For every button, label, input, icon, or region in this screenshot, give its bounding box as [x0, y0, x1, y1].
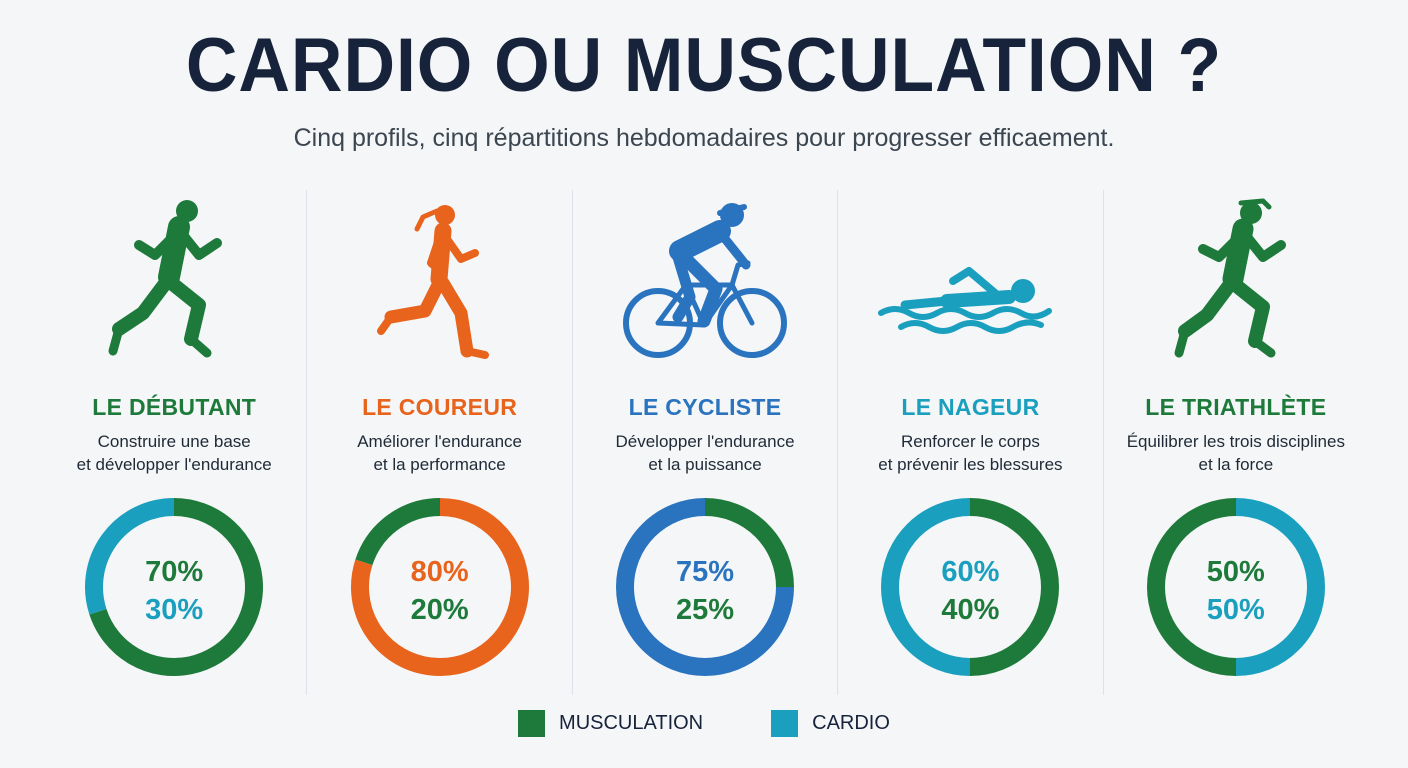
donut-chart: 50% 50% — [1145, 496, 1327, 678]
percent-top: 50% — [1206, 556, 1265, 588]
percent-top: 70% — [145, 556, 204, 588]
donut-slice-cardio — [1235, 498, 1325, 676]
donut-slice-musculation — [704, 498, 795, 588]
page-subtitle: Cinq profils, cinq répartitions hebdomad… — [293, 124, 1115, 152]
percent-bottom: 20% — [410, 594, 469, 626]
donut-chart: 75% 25% — [614, 496, 796, 678]
profile-card-nageur: LE NAGEUR Renforcer le corps et prévenir… — [837, 190, 1102, 695]
cyclist-icon — [623, 202, 788, 358]
percent-bottom: 40% — [941, 594, 1000, 626]
chart-legend: MUSCULATION CARDIO — [0, 710, 1408, 737]
legend-label: MUSCULATION — [559, 712, 704, 734]
percent-bottom: 30% — [145, 594, 204, 626]
donut-slice-musculation — [89, 498, 264, 676]
profile-name: LE COUREUR — [362, 394, 518, 420]
donut-slice-cardio — [616, 498, 795, 676]
profile-name: LE TRIATHLÈTE — [1145, 394, 1327, 420]
profile-description: Améliorer l'endurance et la performance — [357, 432, 523, 474]
percent-top: 75% — [675, 556, 735, 588]
donut-slice-musculation — [354, 498, 440, 566]
donut-slice-musculation — [970, 498, 1060, 676]
runner-woman-icon — [376, 204, 489, 359]
percent-bottom: 25% — [675, 594, 735, 626]
donut-slice-musculation — [1146, 498, 1237, 676]
donut-chart: 80% 20% — [349, 496, 531, 678]
profile-name: LE CYCLISTE — [628, 394, 782, 420]
donut-chart: 60% 40% — [879, 496, 1061, 678]
profile-name: LE DÉBUTANT — [92, 394, 257, 420]
profiles-row: LE DÉBUTANT Construire une base et dével… — [42, 190, 1368, 695]
percent-top: 80% — [410, 556, 469, 588]
profile-card-cycliste: LE CYCLISTE Développer l'endurance et la… — [571, 190, 837, 695]
profile-description: Construire une base et développer l'endu… — [76, 432, 272, 474]
percent-top: 60% — [941, 556, 1000, 588]
profile-description: Renforcer le corps et prévenir les bless… — [878, 432, 1063, 474]
legend-label: CARDIO — [812, 712, 890, 734]
profile-card-debutant: LE DÉBUTANT Construire une base et dével… — [42, 190, 306, 695]
profile-card-triathlete: LE TRIATHLÈTE Équilibrer les trois disci… — [1102, 190, 1368, 695]
swimmer-icon — [878, 266, 1053, 334]
percent-bottom: 50% — [1206, 594, 1265, 626]
profile-name: LE NAGEUR — [901, 394, 1040, 420]
profile-card-coureur: LE COUREUR Améliorer l'endurance et la p… — [306, 190, 571, 695]
profile-description: Développer l'endurance et la puissance — [615, 432, 795, 474]
legend-item-musculation: MUSCULATION — [518, 710, 703, 737]
legend-swatch — [771, 710, 799, 737]
triathlete-icon — [1174, 198, 1286, 357]
profile-description: Équilibrer les trois disciplines et la f… — [1126, 432, 1345, 474]
donut-slice-cardio — [85, 498, 175, 615]
runner-man-icon — [108, 199, 223, 357]
page-title: CARDIO OU MUSCULATION ? — [185, 23, 1223, 108]
donut-slice-cardio — [881, 498, 971, 676]
legend-item-cardio: CARDIO — [771, 710, 890, 737]
donut-chart: 70% 30% — [83, 496, 265, 678]
donut-slice-cardio — [350, 498, 529, 676]
legend-swatch — [518, 710, 546, 737]
